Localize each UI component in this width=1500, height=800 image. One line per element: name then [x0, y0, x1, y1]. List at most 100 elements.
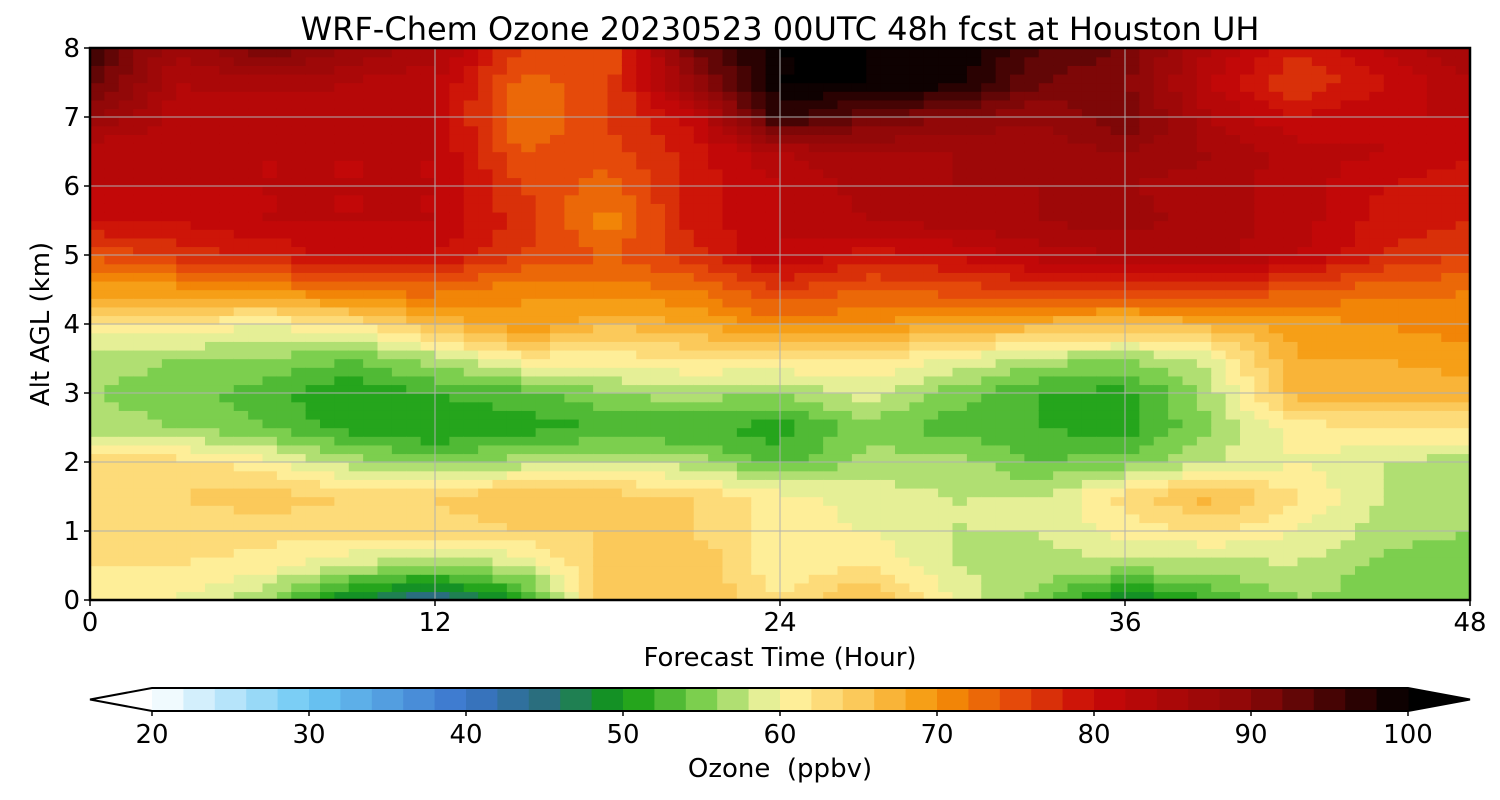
- heatmap-cell: [1024, 427, 1040, 437]
- heatmap-cell: [1139, 91, 1155, 101]
- heatmap-cell: [780, 117, 796, 127]
- heatmap-cell: [1125, 306, 1141, 317]
- heatmap-cell: [650, 220, 666, 230]
- heatmap-cell: [1010, 255, 1026, 265]
- heatmap-cell: [593, 565, 609, 575]
- heatmap-cell: [751, 99, 767, 110]
- heatmap-cell: [535, 177, 551, 187]
- heatmap-cell: [248, 479, 264, 489]
- heatmap-cell: [1125, 470, 1141, 480]
- heatmap-cell: [147, 272, 163, 282]
- heatmap-cell: [851, 82, 867, 92]
- heatmap-cell: [478, 48, 494, 58]
- heatmap-cell: [90, 48, 106, 58]
- heatmap-cell: [320, 229, 336, 239]
- heatmap-cell: [90, 565, 106, 575]
- heatmap-cell: [320, 513, 336, 524]
- heatmap-cell: [679, 470, 695, 480]
- heatmap-cell: [866, 108, 882, 118]
- heatmap-cell: [406, 470, 422, 480]
- heatmap-cell: [578, 134, 594, 144]
- heatmap-cell: [1081, 427, 1097, 437]
- heatmap-cell: [463, 496, 479, 506]
- heatmap-cell: [104, 65, 120, 75]
- heatmap-cell: [161, 427, 177, 437]
- heatmap-cell: [1053, 401, 1069, 411]
- heatmap-cell: [650, 177, 666, 187]
- heatmap-cell: [966, 289, 982, 299]
- heatmap-cell: [420, 203, 436, 213]
- heatmap-cell: [1196, 470, 1212, 480]
- heatmap-cell: [90, 436, 106, 446]
- heatmap-cell: [880, 444, 896, 455]
- heatmap-cell: [578, 384, 594, 394]
- heatmap-cell: [463, 582, 479, 593]
- heatmap-cell: [1096, 522, 1112, 532]
- heatmap-cell: [866, 177, 882, 187]
- heatmap-cell: [952, 522, 968, 532]
- heatmap-cell: [837, 65, 853, 75]
- heatmap-cell: [880, 531, 896, 541]
- heatmap-cell: [104, 108, 120, 118]
- heatmap-cell: [1038, 453, 1054, 463]
- heatmap-cell: [550, 393, 566, 403]
- heatmap-cell: [305, 453, 321, 463]
- heatmap-cell: [895, 565, 911, 575]
- heatmap-cell: [205, 574, 221, 584]
- heatmap-cell: [837, 349, 853, 360]
- heatmap-cell: [104, 375, 120, 386]
- heatmap-cell: [938, 108, 954, 118]
- heatmap-cell: [909, 470, 925, 480]
- heatmap-cell: [1139, 306, 1155, 317]
- heatmap-cell: [938, 56, 954, 66]
- heatmap-cell: [736, 487, 752, 498]
- heatmap-cell: [161, 513, 177, 524]
- heatmap-cell: [478, 410, 494, 420]
- heatmap-cell: [938, 160, 954, 170]
- heatmap-cell: [736, 470, 752, 480]
- heatmap-cell: [391, 436, 407, 446]
- heatmap-cell: [406, 263, 422, 273]
- heatmap-cell: [262, 298, 278, 308]
- heatmap-cell: [866, 479, 882, 489]
- heatmap-cell: [161, 556, 177, 567]
- heatmap-cell: [205, 522, 221, 532]
- heatmap-cell: [521, 160, 537, 170]
- heatmap-cell: [161, 160, 177, 170]
- heatmap-cell: [1096, 56, 1112, 66]
- heatmap-cell: [463, 565, 479, 575]
- heatmap-cell: [1096, 453, 1112, 463]
- heatmap-cell: [334, 203, 350, 213]
- heatmap-cell: [1096, 220, 1112, 230]
- heatmap-cell: [506, 349, 522, 360]
- heatmap-cell: [1024, 108, 1040, 118]
- heatmap-cell: [1038, 531, 1054, 541]
- heatmap-cell: [952, 505, 968, 515]
- heatmap-cell: [535, 349, 551, 360]
- heatmap-cell: [291, 332, 307, 342]
- heatmap-cell: [305, 436, 321, 446]
- heatmap-cell: [219, 220, 235, 230]
- heatmap-cell: [593, 255, 609, 265]
- heatmap-cell: [133, 341, 149, 351]
- heatmap-cell: [435, 349, 451, 360]
- heatmap-cell: [90, 246, 106, 256]
- heatmap-cell: [1125, 315, 1141, 325]
- heatmap-cell: [176, 168, 192, 179]
- heatmap-cell: [851, 375, 867, 386]
- heatmap-cell: [478, 367, 494, 377]
- heatmap-cell: [665, 160, 681, 170]
- heatmap-cell: [1081, 556, 1097, 567]
- heatmap-cell: [938, 427, 954, 437]
- heatmap-cell: [1168, 168, 1184, 179]
- heatmap-cell: [521, 444, 537, 455]
- heatmap-cell: [377, 82, 393, 92]
- heatmap-cell: [880, 462, 896, 472]
- heatmap-cell: [1125, 203, 1141, 213]
- heatmap-cell: [981, 548, 997, 558]
- heatmap-cell: [895, 444, 911, 455]
- heatmap-cell: [118, 237, 134, 248]
- heatmap-cell: [133, 548, 149, 558]
- heatmap-cell: [377, 462, 393, 472]
- heatmap-cell: [492, 194, 508, 204]
